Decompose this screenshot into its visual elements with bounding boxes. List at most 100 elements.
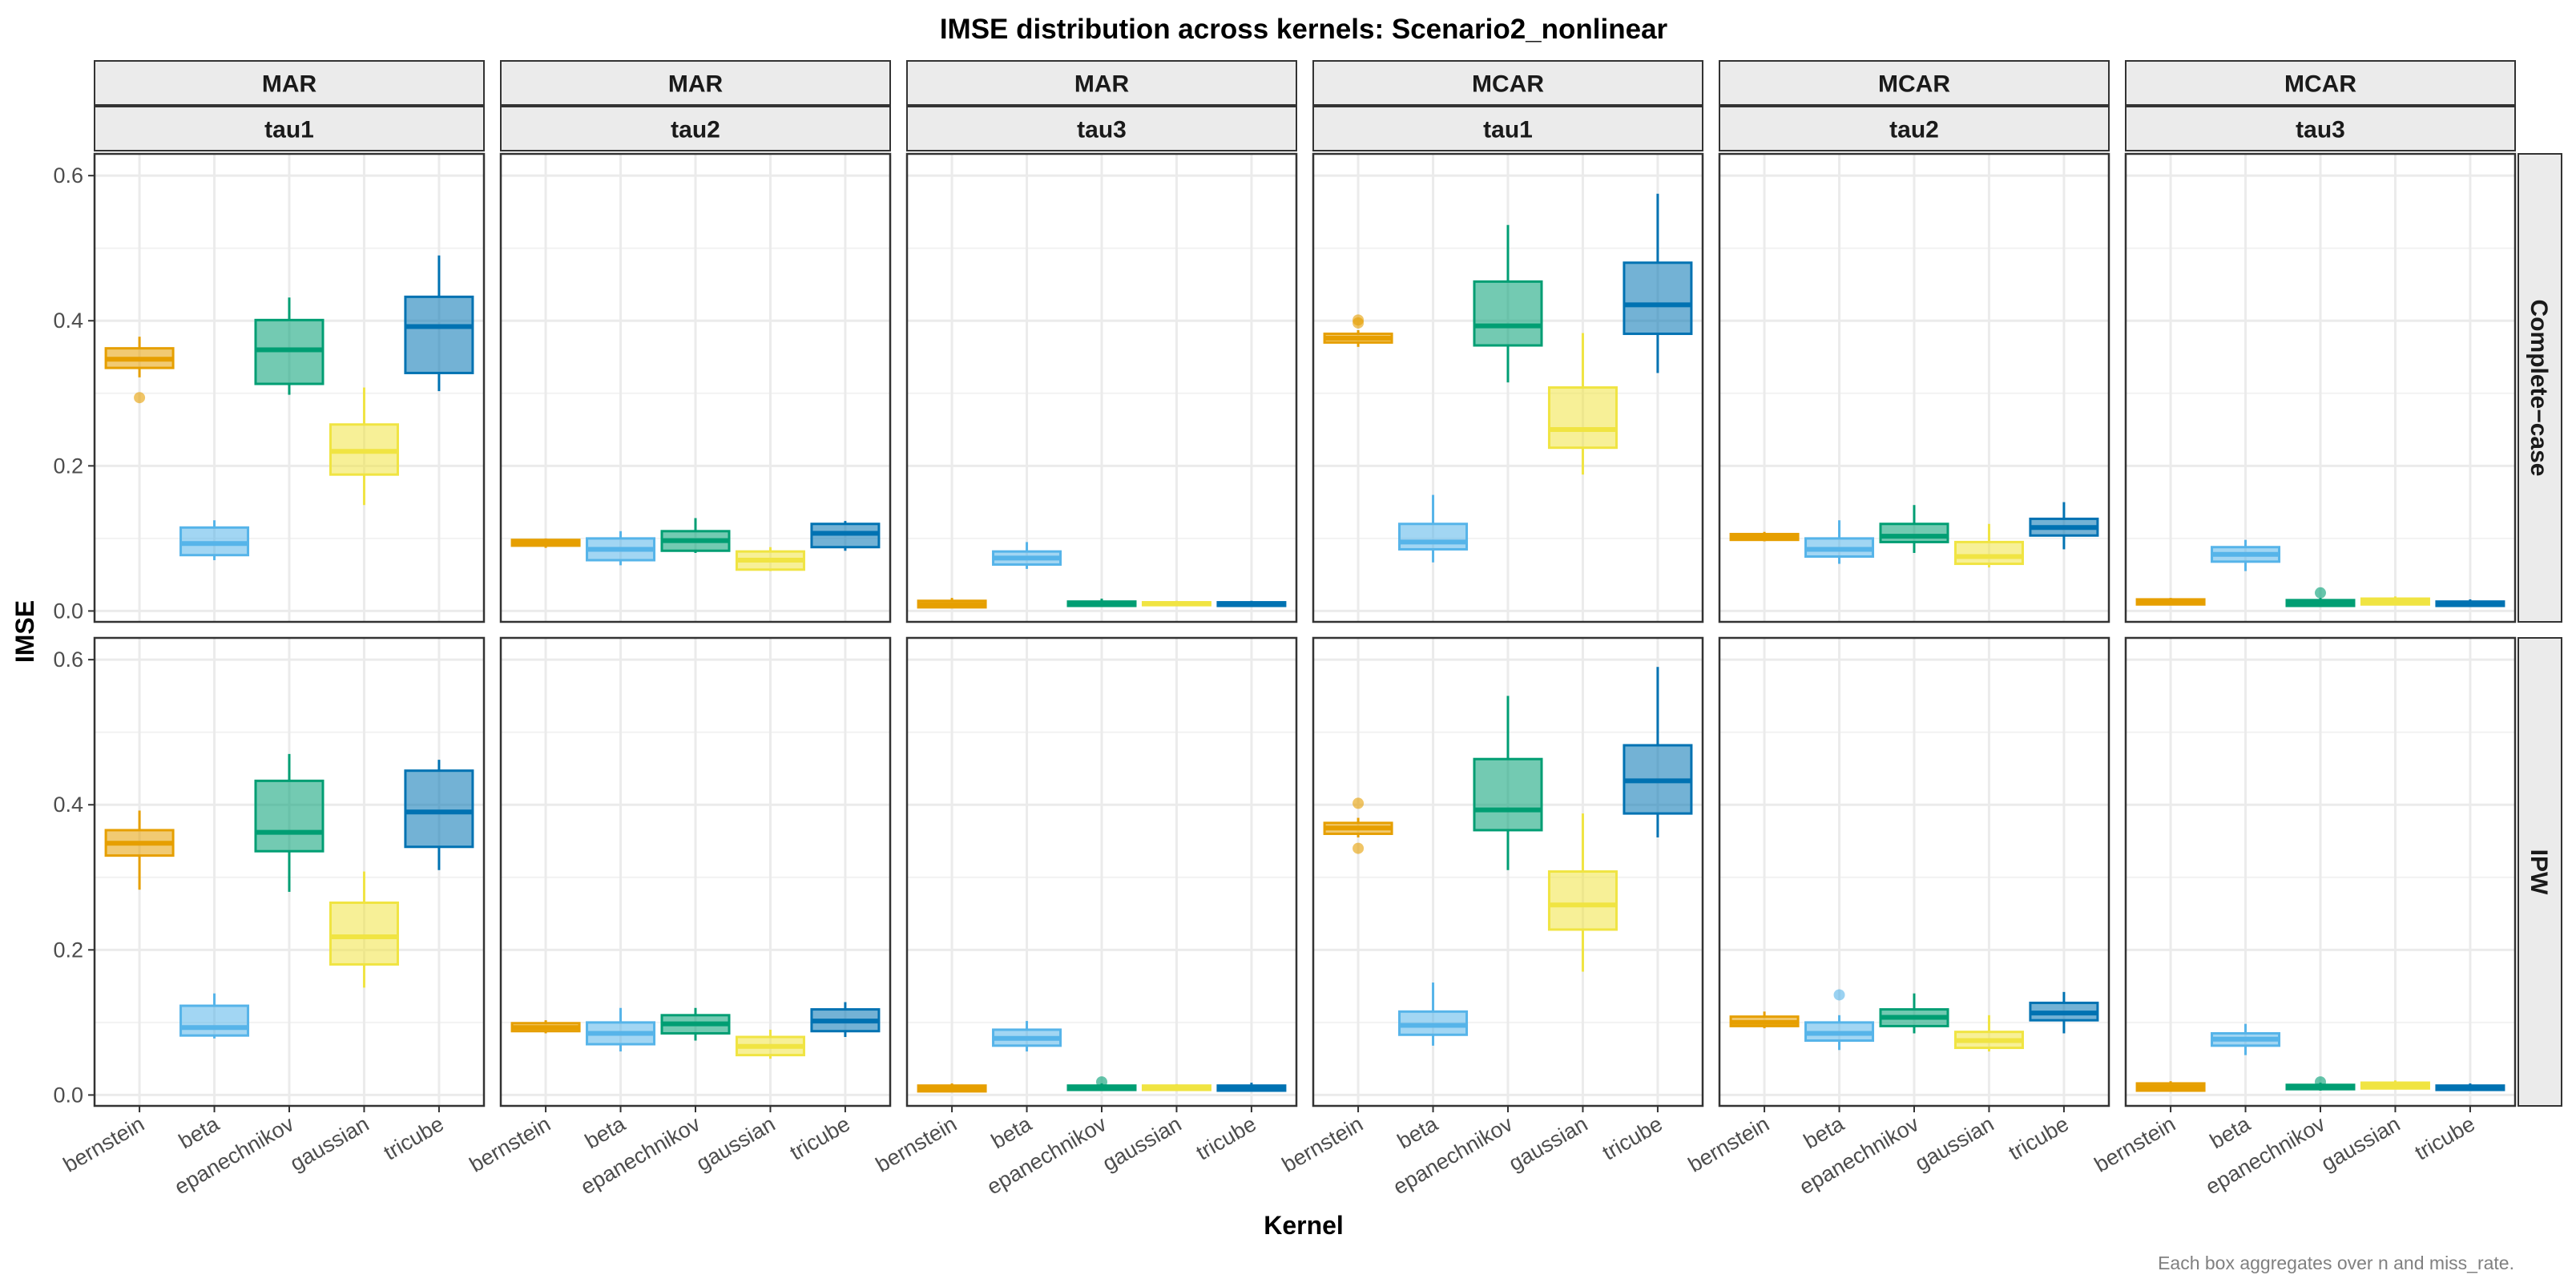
strip-row-label: IPW xyxy=(2526,849,2552,895)
y-tick-label: 0.0 xyxy=(53,1083,83,1107)
box-iqr xyxy=(254,779,325,853)
strip-row-box xyxy=(2518,637,2562,1107)
strip-mech-box xyxy=(2125,60,2516,106)
facet-panel xyxy=(1718,152,2110,623)
box-gaussian xyxy=(1141,1083,1211,1091)
facet-panel xyxy=(93,636,486,1107)
y-tick-label: 0.2 xyxy=(53,454,83,478)
box-bernstein xyxy=(510,538,581,548)
box-gaussian xyxy=(2360,1080,2430,1090)
strip-row-label: Complete−case xyxy=(2526,300,2552,477)
box-iqr xyxy=(1879,522,1949,543)
outlier-point xyxy=(134,392,146,404)
strip-tau-box xyxy=(1719,106,2110,151)
facet-panel xyxy=(499,636,892,1107)
box-bernstein xyxy=(104,337,175,404)
facet-panel xyxy=(499,152,892,623)
facet-panel xyxy=(905,636,1298,1107)
facet-panel xyxy=(905,152,1298,623)
box-epanechnikov xyxy=(2285,1076,2356,1091)
box-iqr xyxy=(1623,261,1693,336)
panel-border xyxy=(1718,152,2110,623)
facet-column-strip: MAR tau3 xyxy=(906,60,1297,151)
box-gaussian xyxy=(329,387,399,506)
box-beta xyxy=(1804,520,1875,564)
box-gaussian xyxy=(735,547,805,571)
x-axis-title: Kernel xyxy=(1264,1211,1344,1240)
box-beta xyxy=(2211,539,2281,571)
box-iqr xyxy=(1473,280,1543,347)
facet-panel xyxy=(1312,152,1704,623)
facet-column-strip: MCAR tau1 xyxy=(1312,60,1703,151)
strip-tau-label: tau2 xyxy=(671,117,720,143)
outlier-point xyxy=(2315,1076,2326,1088)
box-tricube xyxy=(2435,599,2505,607)
facet-column-strip: MCAR tau2 xyxy=(1719,60,2110,151)
box-bernstein xyxy=(1729,1011,1800,1029)
strip-tau-box xyxy=(500,106,891,151)
facet-column-strip: MCAR tau3 xyxy=(2125,60,2516,151)
facet-panel xyxy=(2124,152,2517,623)
box-tricube xyxy=(1623,667,1693,837)
box-iqr xyxy=(1547,386,1618,450)
box-beta xyxy=(586,531,656,566)
box-beta xyxy=(586,1007,656,1052)
y-tick-label: 0.4 xyxy=(53,309,83,333)
box-tricube xyxy=(2435,1083,2505,1091)
y-tick-label: 0.2 xyxy=(53,938,83,962)
box-tricube xyxy=(1216,1083,1287,1092)
strip-mech-box xyxy=(906,60,1297,106)
box-bernstein xyxy=(1729,531,1800,542)
strip-row-box xyxy=(2518,153,2562,623)
strip-tau-label: tau1 xyxy=(264,117,314,143)
box-epanechnikov xyxy=(254,753,325,892)
outlier-point xyxy=(1353,797,1365,809)
box-epanechnikov xyxy=(1473,696,1543,870)
box-tricube xyxy=(404,760,474,870)
box-beta xyxy=(992,1021,1062,1052)
outlier-point xyxy=(2315,587,2326,599)
box-iqr xyxy=(1398,522,1469,551)
box-epanechnikov xyxy=(660,518,731,553)
strip-tau-label: tau1 xyxy=(1483,117,1533,143)
outlier-point xyxy=(1353,842,1365,854)
strip-mech-box xyxy=(94,60,485,106)
panel-border xyxy=(905,152,1298,623)
box-tricube xyxy=(1216,600,1287,607)
box-gaussian xyxy=(1953,523,2024,568)
facet-strips: MARtau1MARtau2MARtau3MCARtau1MCARtau2MCA… xyxy=(94,60,2562,1107)
panel-border xyxy=(93,152,486,623)
box-beta xyxy=(2211,1023,2281,1055)
panel-border xyxy=(1312,152,1704,623)
strip-mech-box xyxy=(1719,60,2110,106)
strip-mech-label: MAR xyxy=(262,71,317,98)
box-bernstein xyxy=(917,598,987,609)
panel-border xyxy=(2124,152,2517,623)
box-iqr xyxy=(329,901,399,966)
box-gaussian xyxy=(1547,333,1618,475)
facet-row-strip: Complete−case xyxy=(2518,153,2562,623)
box-epanechnikov xyxy=(1066,599,1137,607)
box-gaussian xyxy=(1953,1015,2024,1052)
outlier-point xyxy=(1096,1076,1107,1088)
box-iqr xyxy=(404,769,474,849)
box-beta xyxy=(179,520,250,561)
strip-tau-box xyxy=(906,106,1297,151)
box-beta xyxy=(1398,982,1469,1046)
box-bernstein xyxy=(1323,314,1393,347)
box-gaussian xyxy=(735,1029,805,1059)
facet-panel xyxy=(2124,636,2517,1107)
box-bernstein xyxy=(2135,1081,2206,1092)
box-tricube xyxy=(1623,193,1693,373)
box-gaussian xyxy=(1547,813,1618,972)
box-beta xyxy=(1398,494,1469,563)
box-iqr xyxy=(179,1004,250,1037)
facet-panel xyxy=(1718,636,2110,1107)
facet-row-strip: IPW xyxy=(2518,637,2562,1107)
box-bernstein xyxy=(917,1083,987,1093)
strip-tau-box xyxy=(2125,106,2516,151)
strip-mech-box xyxy=(1312,60,1703,106)
box-tricube xyxy=(404,255,474,392)
box-tricube xyxy=(2029,502,2099,550)
box-iqr xyxy=(1547,870,1618,931)
